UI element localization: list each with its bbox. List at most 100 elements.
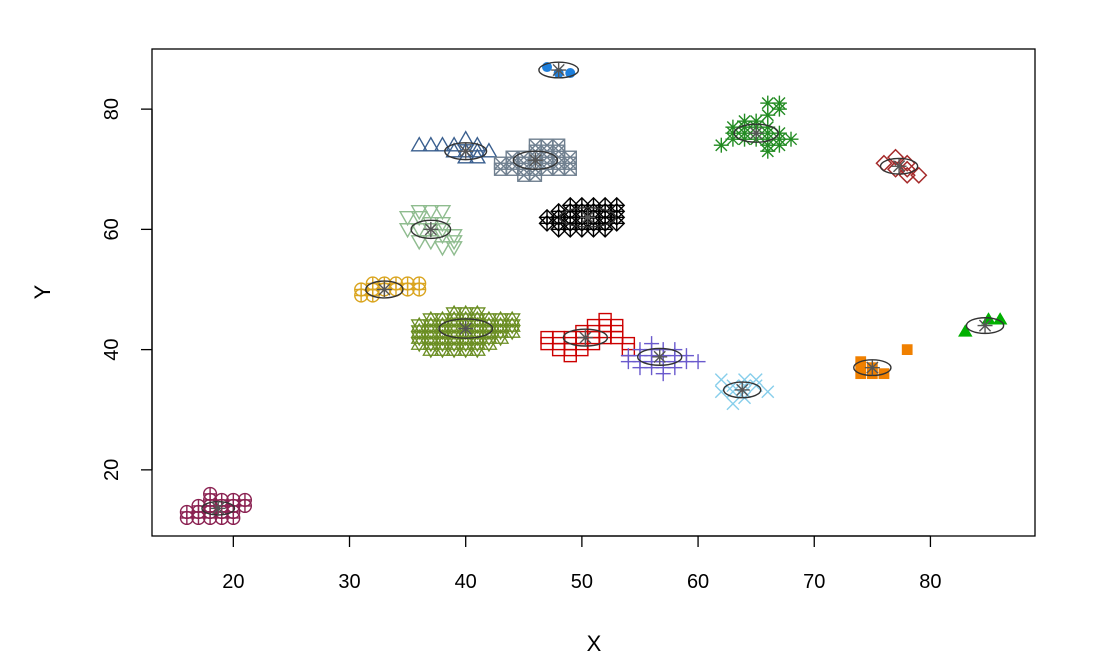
data-point	[958, 324, 973, 337]
cluster-1	[179, 486, 253, 526]
center-asterisk	[458, 321, 474, 337]
data-point	[783, 131, 799, 147]
data-point	[410, 223, 428, 239]
x-tick-label: 80	[919, 571, 941, 593]
data-point	[412, 276, 427, 291]
data-point	[422, 205, 440, 221]
cluster-ellipse	[410, 219, 452, 240]
cluster-ellipse	[879, 157, 919, 175]
data-point	[203, 486, 218, 501]
cluster-13-center	[879, 157, 919, 175]
data-point	[410, 235, 428, 251]
cluster-ellipse	[512, 150, 559, 170]
data-point	[610, 318, 624, 333]
center-asterisk	[977, 318, 993, 334]
data-point	[422, 136, 440, 152]
y-axis-title: Y	[30, 284, 55, 299]
data-point	[608, 196, 626, 214]
data-point	[726, 397, 740, 411]
data-point	[398, 211, 417, 227]
data-point	[901, 344, 913, 355]
data-point	[410, 136, 428, 152]
center-asterisk	[734, 382, 750, 398]
center-asterisk	[891, 158, 907, 174]
center-asterisk	[423, 221, 439, 237]
cluster-8-center	[538, 61, 580, 79]
y-axis: 20 40 60 80	[101, 98, 153, 481]
data-point	[551, 138, 566, 152]
cluster-ellipse	[559, 207, 617, 228]
data-point	[910, 166, 928, 184]
data-point	[771, 95, 787, 111]
data-point	[237, 492, 253, 508]
cluster-7-center	[559, 207, 617, 228]
center-asterisk	[527, 152, 543, 168]
data-point	[433, 136, 452, 152]
data-point	[445, 241, 463, 257]
cluster-9-center	[562, 328, 609, 347]
data-point	[445, 142, 463, 158]
cluster-3-center	[410, 219, 452, 240]
x-axis-title: X	[587, 631, 602, 656]
data-point	[690, 354, 706, 370]
data-point	[226, 492, 241, 508]
cluster-6-center	[512, 150, 559, 170]
cluster-ellipse	[438, 318, 494, 339]
cluster-ellipse	[722, 381, 762, 399]
data-point	[410, 205, 428, 221]
data-point	[433, 205, 452, 221]
x-axis: 20 30 40 50 60 70 80	[222, 535, 942, 593]
data-point	[713, 137, 729, 153]
data-point	[738, 373, 752, 387]
center-asterisk	[864, 360, 880, 376]
data-point	[761, 385, 775, 399]
center-asterisk	[210, 500, 226, 516]
cluster-7	[538, 196, 626, 238]
cluster-ellipse	[733, 123, 779, 143]
data-point	[468, 142, 487, 158]
y-tick-label: 20	[101, 459, 123, 481]
cluster-ellipse	[444, 142, 488, 161]
cluster-ellipse	[562, 328, 609, 347]
cluster-ellipse	[538, 61, 580, 79]
cluster-2-center	[365, 280, 404, 299]
cluster-11-center	[722, 381, 762, 399]
points-layer	[179, 62, 1008, 526]
data-point	[887, 148, 905, 166]
center-asterisk	[580, 209, 596, 225]
x-tick-label: 40	[455, 571, 477, 593]
y-tick-label: 60	[101, 218, 123, 240]
plot-frame	[151, 48, 1036, 537]
center-asterisk	[458, 143, 474, 159]
cluster-12-center	[733, 123, 779, 143]
center-asterisk	[376, 281, 392, 297]
data-point	[563, 162, 577, 176]
y-tick-label: 40	[101, 338, 123, 360]
cluster-1-center	[201, 500, 236, 516]
cluster-14-center	[853, 359, 892, 377]
center-asterisk	[577, 330, 593, 346]
center-asterisk	[652, 349, 668, 365]
cluster-ellipse	[965, 317, 1005, 335]
center-asterisk	[748, 125, 764, 141]
data-point	[179, 504, 194, 520]
data-point	[433, 241, 452, 257]
data-point	[714, 385, 728, 399]
x-tick-label: 30	[338, 571, 360, 593]
cluster-ellipse	[636, 347, 683, 366]
data-point	[898, 166, 916, 184]
cluster-5-center	[438, 318, 494, 339]
cluster-4-center	[444, 142, 488, 161]
cluster-ellipse	[853, 359, 892, 377]
data-point	[992, 312, 1008, 325]
cluster-15-center	[965, 317, 1005, 335]
y-tick-label: 80	[101, 98, 123, 120]
centers-layer	[201, 61, 1005, 516]
cluster-ellipse	[365, 280, 404, 299]
x-tick-label: 70	[803, 571, 825, 593]
data-point	[480, 142, 498, 158]
cluster-10	[620, 336, 706, 382]
data-point	[714, 373, 728, 387]
